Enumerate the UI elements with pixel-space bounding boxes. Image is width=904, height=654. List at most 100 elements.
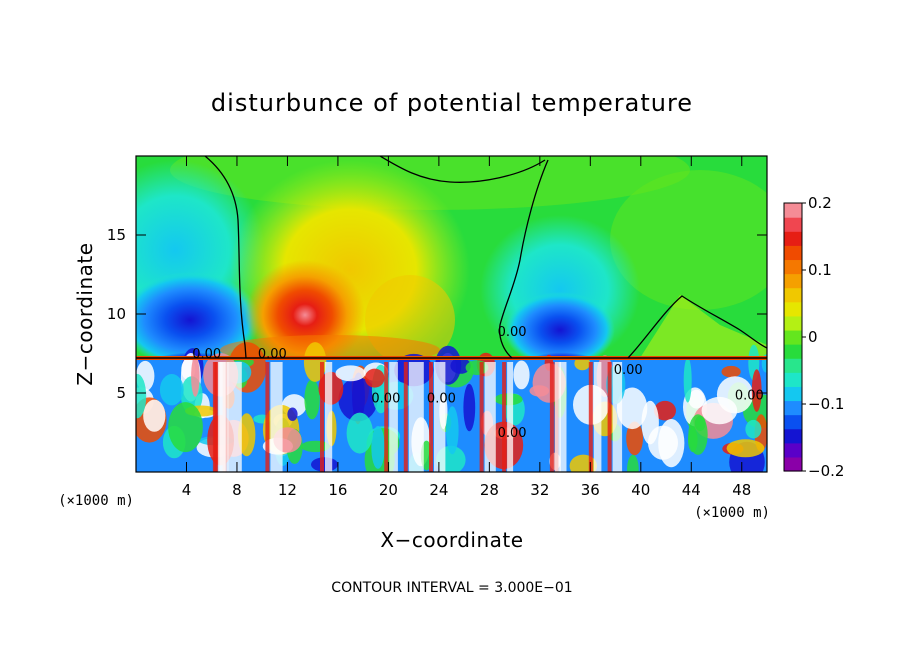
turbulence-column-edge — [429, 362, 433, 472]
colorbar-segment — [784, 358, 802, 373]
field-left-blue — [136, 272, 260, 368]
turbulence-column — [325, 362, 333, 472]
turbulence-blob — [683, 357, 692, 403]
turbulence-column-edge — [320, 362, 324, 472]
turbulence-blob — [574, 356, 591, 371]
turbulence-blob — [168, 402, 203, 453]
x-tick-label: 36 — [581, 481, 600, 499]
x-axis-ticks: 4 8 12 16 20 24 28 32 36 40 44 48 — [182, 156, 751, 499]
x-tick-label: 44 — [682, 481, 701, 499]
turbulence-blob — [688, 414, 708, 455]
contour-value-label: 0.00 — [735, 388, 764, 403]
turbulence-column — [227, 362, 242, 472]
x-tick-label: 24 — [429, 481, 448, 499]
turbulence-column — [507, 362, 514, 472]
turbulence-blob — [745, 419, 762, 439]
x-tick-label: 8 — [232, 481, 242, 499]
colorbar — [784, 203, 802, 472]
turbulence-blob — [191, 356, 200, 397]
turbulence-column-edge — [549, 362, 554, 472]
colorbar-segment — [784, 442, 802, 458]
turbulence-column — [612, 362, 623, 472]
x-tick-label: 28 — [480, 481, 499, 499]
x-tick-label: 48 — [732, 481, 751, 499]
heatmap-field — [136, 156, 767, 472]
colorbar-ticks: 0.2 0.1 0 −0.1 −0.2 — [802, 194, 844, 480]
turbulence-blob — [716, 376, 754, 414]
turbulence-column — [593, 362, 602, 472]
contour-value-label: 0.00 — [192, 347, 221, 362]
turbulence-column-edge — [479, 362, 484, 472]
turbulence-blob — [751, 369, 762, 412]
colorbar-tick-label: −0.1 — [808, 395, 844, 413]
colorbar-tick-label: −0.2 — [808, 462, 844, 480]
x-unit-label-right: (×1000 m) — [694, 505, 770, 521]
x-tick-label: 20 — [379, 481, 398, 499]
y-axis-ticks: 5 10 15 — [107, 226, 767, 402]
turbulence-column-edge — [212, 362, 217, 472]
turbulence-column-edge — [607, 362, 612, 472]
colorbar-segment — [784, 372, 802, 387]
contour-value-label: 0.00 — [258, 347, 287, 362]
turbulence-column-edge — [502, 362, 507, 472]
contour-zero-left — [204, 156, 247, 359]
turbulence-blob — [238, 413, 256, 457]
y-tick-label: 5 — [116, 384, 126, 402]
turbulence-column — [554, 362, 561, 472]
contour-interval-note: CONTOUR INTERVAL = 3.000E−01 — [331, 580, 572, 596]
turbulence-blob — [159, 374, 184, 406]
contour-zero-mid — [499, 159, 549, 359]
colorbar-segment — [784, 203, 802, 218]
colorbar-segment — [784, 456, 802, 472]
turbulence-column-edge — [384, 362, 389, 472]
turbulence-column — [408, 362, 424, 472]
contour-value-label: 0.00 — [371, 391, 400, 406]
colorbar-segment — [784, 245, 802, 261]
y-tick-label: 15 — [107, 226, 126, 244]
turbulence-blob — [626, 421, 643, 456]
y-axis-title: Z−coordinate — [73, 242, 97, 385]
colorbar-tick-label: 0.1 — [808, 261, 832, 279]
contour-zero-top — [379, 156, 546, 183]
colorbar-segment — [784, 400, 802, 416]
contour-value-label: 0.00 — [427, 391, 456, 406]
contour-value-label: 0.00 — [614, 363, 643, 378]
colorbar-segment — [784, 217, 802, 232]
chart-title: disturbunce of potential temperature — [211, 89, 693, 117]
colorbar-segment — [784, 259, 802, 275]
turbulence-blob — [688, 389, 705, 409]
contour-value-label: 0.00 — [498, 325, 527, 340]
colorbar-tick-label: 0.2 — [808, 194, 832, 212]
turbulence-column — [484, 362, 496, 472]
turbulence-column — [559, 362, 567, 472]
turbulence-blob — [304, 379, 320, 420]
turbulence-blob — [463, 383, 476, 432]
colorbar-segment — [784, 315, 802, 331]
turbulence-column-edge — [588, 362, 593, 472]
field-right-bump — [640, 295, 767, 360]
colorbar-segment — [784, 414, 802, 430]
x-tick-label: 4 — [182, 481, 192, 499]
x-tick-label: 12 — [278, 481, 297, 499]
contour-zero-right — [627, 295, 767, 359]
turbulence-column — [270, 362, 283, 472]
turbulence-blob — [371, 425, 385, 469]
turbulence-blob — [721, 365, 741, 378]
turbulence-blob — [627, 454, 639, 472]
turbulence-blob — [513, 360, 530, 390]
colorbar-segment — [784, 301, 802, 317]
turbulence-blob — [346, 412, 373, 454]
contour-label-group: 0.00 0.00 0.00 0.00 0.00 0.00 0.00 0.00 — [192, 325, 764, 441]
turbulence-blob — [335, 365, 366, 382]
x-tick-label: 32 — [530, 481, 549, 499]
turbulence-blob — [364, 368, 385, 388]
y-tick-label: 10 — [107, 305, 126, 323]
turbulence-blob — [726, 439, 765, 458]
turbulence-column — [434, 362, 446, 472]
turbulence-column — [389, 362, 398, 472]
turbulence-blob — [311, 457, 338, 472]
colorbar-segment — [784, 386, 802, 402]
colorbar-tick-label: 0 — [808, 328, 818, 346]
colorbar-segment — [784, 231, 802, 246]
